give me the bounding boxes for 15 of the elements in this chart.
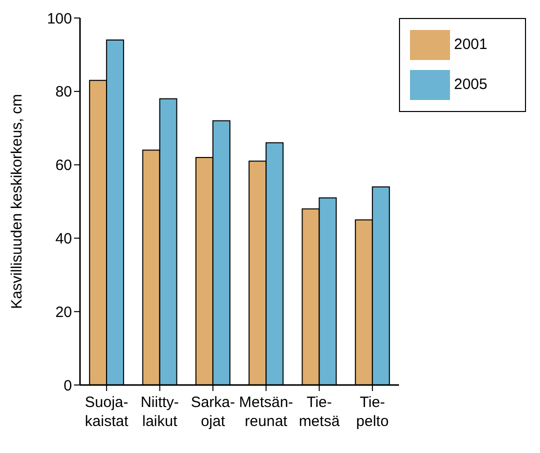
y-tick-label: 80 — [55, 84, 72, 101]
y-tick-label: 40 — [55, 230, 72, 248]
x-tick-label: Metsän- reunat — [238, 394, 294, 430]
y-tick-label: 20 — [55, 304, 72, 321]
legend-label: 2001 — [454, 36, 488, 53]
y-tick-label: 60 — [55, 157, 72, 174]
legend-label: 2005 — [454, 76, 488, 93]
x-tick-label: Niitty- laikut — [140, 394, 179, 430]
y-axis-title: Kasvillisuuden keskikorkeus, cm — [8, 94, 26, 310]
x-tick-label: Tie- pelto — [356, 394, 389, 430]
y-tick-label: 100 — [46, 10, 72, 28]
x-tick-label: Suoja- kaistat — [84, 394, 130, 430]
x-tick-label: Sarka- ojat — [190, 394, 236, 430]
x-tick-label: Tie- metsä — [298, 394, 340, 430]
y-tick-label: 0 — [64, 377, 72, 394]
